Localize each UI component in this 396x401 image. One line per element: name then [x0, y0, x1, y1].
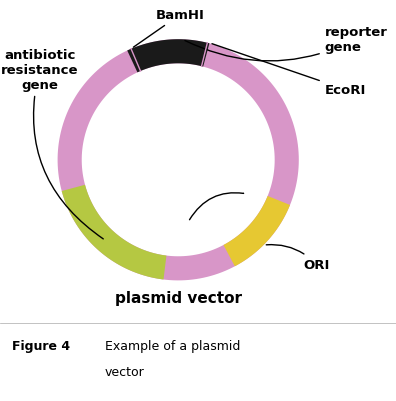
Text: Figure 4: Figure 4 — [12, 339, 70, 352]
Polygon shape — [127, 40, 209, 73]
Text: ORI: ORI — [266, 245, 330, 271]
Text: EcoRI: EcoRI — [212, 45, 366, 97]
Text: vector: vector — [105, 365, 145, 378]
FancyArrowPatch shape — [190, 193, 244, 220]
Text: plasmid vector: plasmid vector — [115, 291, 242, 306]
Text: reporter
gene: reporter gene — [185, 26, 388, 62]
Text: Example of a plasmid: Example of a plasmid — [105, 339, 240, 352]
Text: antibiotic
resistance
gene: antibiotic resistance gene — [1, 49, 103, 239]
Polygon shape — [57, 40, 299, 281]
Polygon shape — [62, 185, 166, 280]
Text: BamHI: BamHI — [133, 9, 205, 48]
Polygon shape — [223, 196, 290, 267]
